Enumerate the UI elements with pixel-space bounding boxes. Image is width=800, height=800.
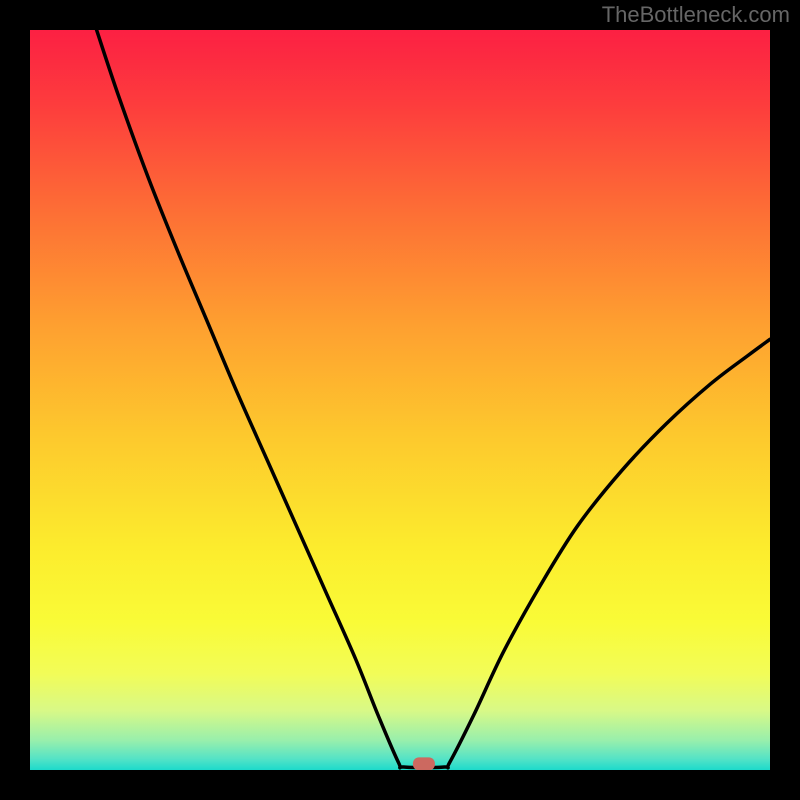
watermark-text: TheBottleneck.com — [602, 2, 790, 28]
minimum-marker — [413, 757, 435, 770]
plot-area — [30, 30, 770, 770]
bottleneck-curve — [30, 30, 770, 770]
chart-frame: TheBottleneck.com — [0, 0, 800, 800]
